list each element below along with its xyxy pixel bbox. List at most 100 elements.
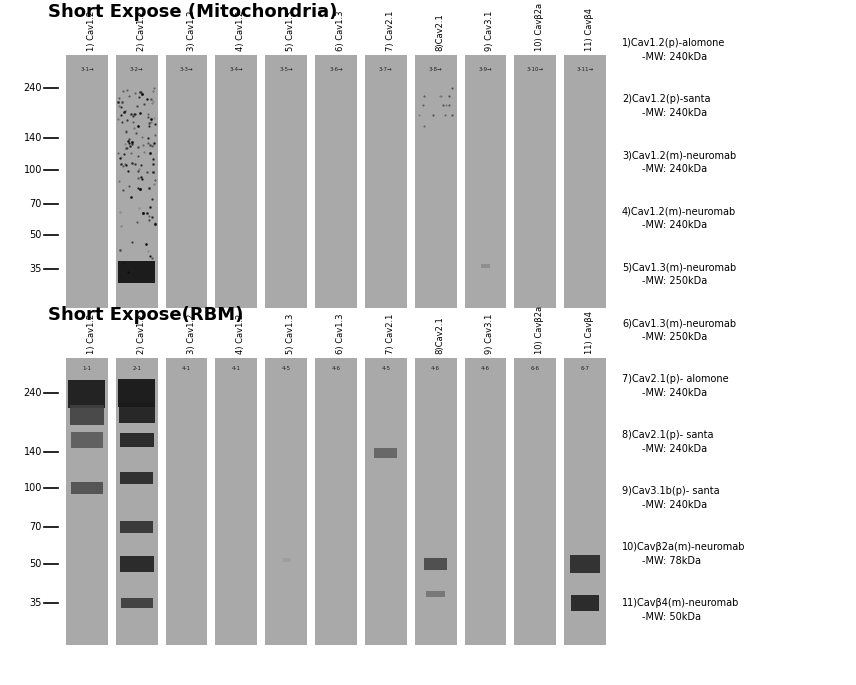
Text: -MW: 240kDa: -MW: 240kDa bbox=[642, 52, 707, 62]
Bar bbox=[121, 521, 153, 533]
Text: 8)Cav2.1: 8)Cav2.1 bbox=[436, 316, 444, 354]
Text: 6-6: 6-6 bbox=[531, 366, 540, 371]
Text: 4-5: 4-5 bbox=[381, 366, 390, 371]
Text: 3-7→: 3-7→ bbox=[379, 66, 393, 71]
Bar bbox=[71, 482, 103, 495]
Text: 9) Cav3.1: 9) Cav3.1 bbox=[485, 314, 495, 354]
Text: 8)Cav2.1(p)- santa: 8)Cav2.1(p)- santa bbox=[622, 430, 714, 440]
Text: 100: 100 bbox=[24, 483, 42, 493]
Text: 3-5→: 3-5→ bbox=[279, 66, 293, 71]
Text: 4) Cav1.2: 4) Cav1.2 bbox=[236, 314, 246, 354]
Bar bbox=[481, 264, 490, 269]
Bar bbox=[426, 590, 445, 597]
Text: 70: 70 bbox=[30, 199, 42, 209]
Bar bbox=[564, 55, 606, 308]
Bar bbox=[216, 55, 258, 308]
Text: 9) Cav3.1: 9) Cav3.1 bbox=[485, 11, 495, 51]
Bar bbox=[120, 472, 153, 484]
Text: 4-6: 4-6 bbox=[331, 366, 341, 371]
Text: 1) Cav1.2: 1) Cav1.2 bbox=[87, 11, 96, 51]
Bar bbox=[66, 358, 108, 645]
Text: 3)Cav1.2(m)-neuromab: 3)Cav1.2(m)-neuromab bbox=[622, 150, 736, 160]
Text: 3) Cav1.2: 3) Cav1.2 bbox=[187, 314, 195, 354]
Text: 3-10→: 3-10→ bbox=[526, 66, 544, 71]
Bar bbox=[265, 55, 307, 308]
Text: 11) Cavβ4: 11) Cavβ4 bbox=[586, 311, 594, 354]
Bar bbox=[70, 432, 104, 449]
Bar bbox=[66, 55, 108, 308]
Text: 4-1: 4-1 bbox=[182, 366, 191, 371]
Bar bbox=[374, 448, 397, 458]
Text: 2)Cav1.2(p)-santa: 2)Cav1.2(p)-santa bbox=[622, 94, 710, 104]
Bar bbox=[118, 261, 155, 283]
Text: 10) Cavβ2a: 10) Cavβ2a bbox=[535, 306, 544, 354]
Text: 11) Cavβ4: 11) Cavβ4 bbox=[586, 8, 594, 51]
Text: 50: 50 bbox=[30, 559, 42, 569]
Text: 3) Cav1.2: 3) Cav1.2 bbox=[187, 11, 195, 51]
Bar bbox=[365, 55, 407, 308]
Bar bbox=[265, 358, 307, 645]
Text: 4-1: 4-1 bbox=[232, 366, 241, 371]
Text: 3-2→: 3-2→ bbox=[130, 66, 144, 71]
Text: 5) Cav1.3: 5) Cav1.3 bbox=[286, 314, 295, 354]
Text: 3-4→: 3-4→ bbox=[229, 66, 243, 71]
Bar bbox=[69, 406, 104, 425]
Text: 4) Cav1.2: 4) Cav1.2 bbox=[236, 11, 246, 51]
Bar bbox=[570, 555, 600, 573]
Bar bbox=[315, 55, 357, 308]
Text: 4)Cav1.2(m)-neuromab: 4)Cav1.2(m)-neuromab bbox=[622, 206, 736, 216]
Bar bbox=[414, 55, 456, 308]
Text: 1)Cav1.2(p)-alomone: 1)Cav1.2(p)-alomone bbox=[622, 38, 725, 48]
Bar bbox=[119, 403, 155, 423]
Text: Short Expose(RBM): Short Expose(RBM) bbox=[48, 306, 243, 324]
Text: 10)Cavβ2a(m)-neuromab: 10)Cavβ2a(m)-neuromab bbox=[622, 542, 746, 552]
Text: 240: 240 bbox=[23, 388, 42, 398]
Bar bbox=[514, 55, 556, 308]
Bar bbox=[571, 595, 599, 610]
Text: 3-3→: 3-3→ bbox=[180, 66, 193, 71]
Text: 3-8→: 3-8→ bbox=[429, 66, 443, 71]
Bar bbox=[165, 358, 207, 645]
Bar bbox=[315, 358, 357, 645]
Text: 3-9→: 3-9→ bbox=[479, 66, 492, 71]
Text: 6-7: 6-7 bbox=[580, 366, 590, 371]
Text: 2) Cav1.2: 2) Cav1.2 bbox=[137, 11, 146, 51]
Text: 11)Cavβ4(m)-neuromab: 11)Cavβ4(m)-neuromab bbox=[622, 598, 740, 608]
Text: 35: 35 bbox=[30, 598, 42, 608]
Text: -MW: 250kDa: -MW: 250kDa bbox=[642, 276, 707, 286]
Text: 35: 35 bbox=[30, 264, 42, 274]
Text: -MW: 240kDa: -MW: 240kDa bbox=[642, 500, 707, 510]
Bar bbox=[165, 55, 207, 308]
Text: Short Expose (Mitochondria): Short Expose (Mitochondria) bbox=[48, 3, 337, 21]
Text: -MW: 240kDa: -MW: 240kDa bbox=[642, 164, 707, 174]
Bar bbox=[465, 55, 507, 308]
Text: -MW: 50kDa: -MW: 50kDa bbox=[642, 612, 701, 622]
Bar bbox=[424, 558, 447, 570]
Bar bbox=[121, 598, 152, 608]
Text: 5)Cav1.3(m)-neuromab: 5)Cav1.3(m)-neuromab bbox=[622, 262, 736, 272]
Text: -MW: 240kDa: -MW: 240kDa bbox=[642, 108, 707, 118]
Text: 3-1→: 3-1→ bbox=[80, 66, 93, 71]
Text: 8)Cav2.1: 8)Cav2.1 bbox=[436, 13, 444, 51]
Bar bbox=[282, 558, 290, 562]
Bar bbox=[514, 358, 556, 645]
Text: 6) Cav1.3: 6) Cav1.3 bbox=[336, 314, 345, 354]
Text: 7)Cav2.1(p)- alomone: 7)Cav2.1(p)- alomone bbox=[622, 374, 728, 384]
Bar bbox=[120, 556, 154, 572]
Bar bbox=[68, 379, 105, 408]
Text: 7) Cav2.1: 7) Cav2.1 bbox=[386, 11, 395, 51]
Text: 6) Cav1.3: 6) Cav1.3 bbox=[336, 10, 345, 51]
Text: 4-6: 4-6 bbox=[481, 366, 490, 371]
Text: 7) Cav2.1: 7) Cav2.1 bbox=[386, 314, 395, 354]
Text: 4-6: 4-6 bbox=[431, 366, 440, 371]
Bar bbox=[216, 358, 258, 645]
Text: -MW: 250kDa: -MW: 250kDa bbox=[642, 332, 707, 342]
Text: 140: 140 bbox=[24, 134, 42, 143]
Text: -MW: 240kDa: -MW: 240kDa bbox=[642, 388, 707, 398]
Text: 70: 70 bbox=[30, 522, 42, 532]
Text: 3-11→: 3-11→ bbox=[577, 66, 594, 71]
Text: -MW: 78kDa: -MW: 78kDa bbox=[642, 556, 701, 566]
Bar bbox=[564, 358, 606, 645]
Text: 50: 50 bbox=[30, 230, 42, 240]
Text: 4-5: 4-5 bbox=[282, 366, 291, 371]
